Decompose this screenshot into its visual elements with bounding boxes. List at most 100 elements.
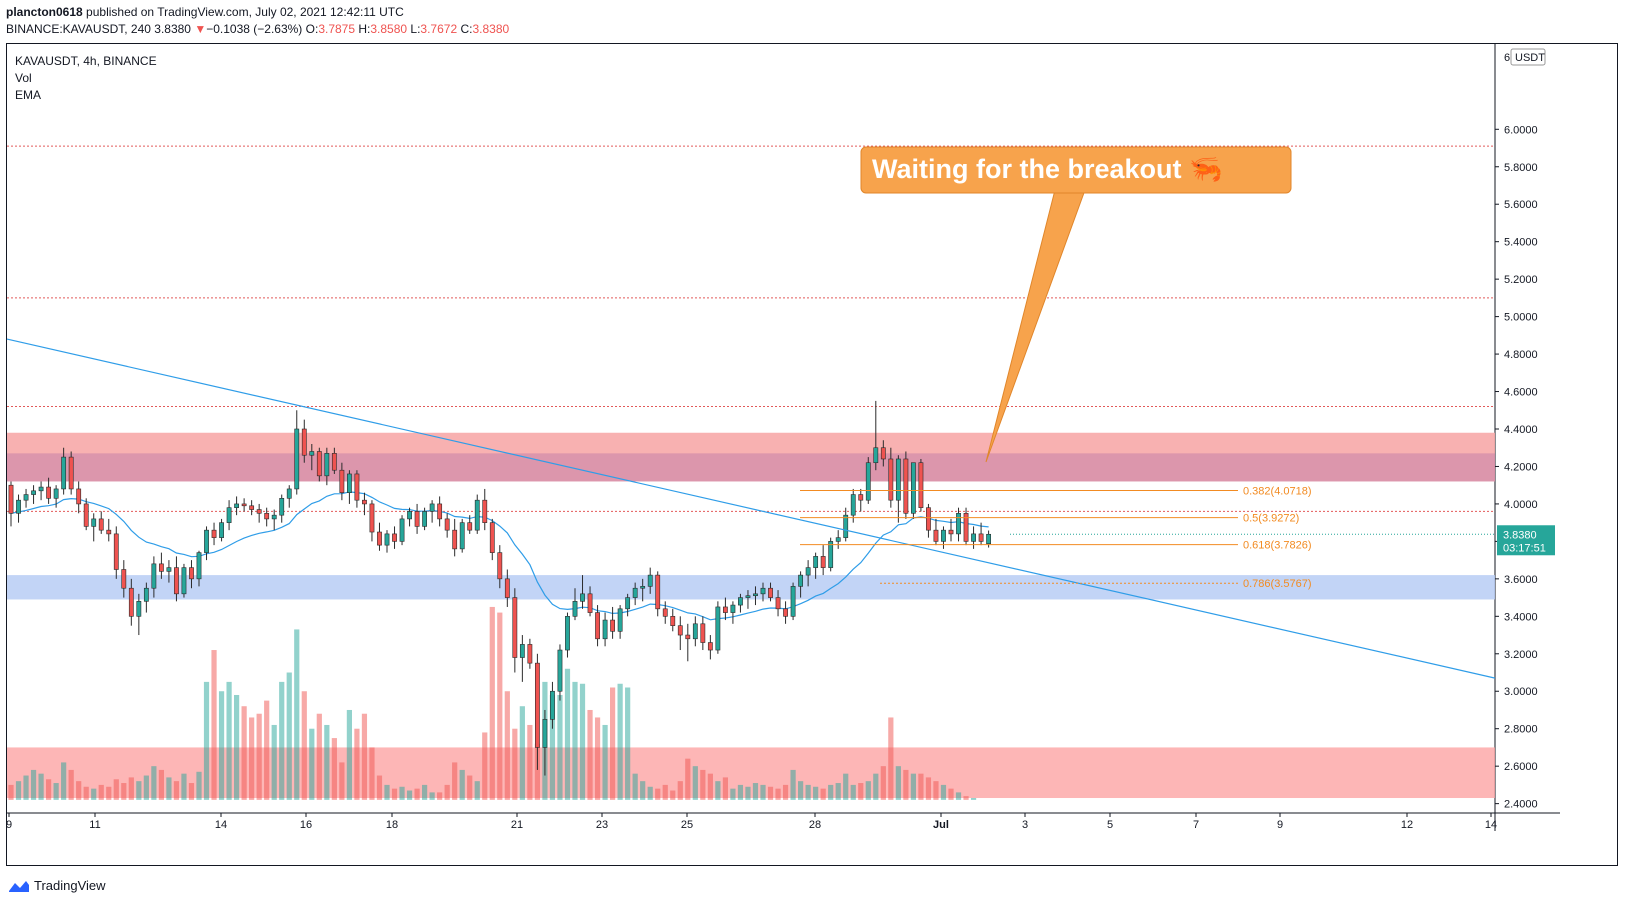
- candle: [309, 443, 315, 471]
- volume-bar: [805, 784, 811, 800]
- candle: [38, 481, 44, 501]
- volume-bar: [38, 773, 44, 800]
- volume-bar: [752, 783, 759, 800]
- volume-bar: [339, 762, 345, 800]
- volume-bar: [685, 758, 691, 800]
- candle: [452, 518, 458, 557]
- candle: [46, 477, 51, 504]
- volume-bar: [158, 769, 164, 800]
- volume-bar: [121, 783, 127, 800]
- volume-bar: [384, 784, 390, 800]
- y-tick-label: 5.0000: [1504, 312, 1538, 324]
- candle-body: [948, 529, 954, 535]
- volume-bar: [113, 779, 119, 800]
- legend-vol[interactable]: Vol: [15, 71, 32, 85]
- volume-bar: [181, 773, 187, 800]
- volume-bar: [700, 769, 706, 800]
- legend-title[interactable]: KAVAUSDT, 4h, BINANCE: [15, 54, 157, 68]
- candle-body: [873, 447, 879, 464]
- volume-bar: [459, 769, 465, 800]
- fib-level-label: 0.786(3.5767): [1243, 578, 1312, 590]
- volume-bar: [301, 691, 307, 800]
- volume-bar: [271, 724, 277, 800]
- candle-body: [46, 486, 51, 499]
- footer-brand[interactable]: TradingView: [34, 878, 106, 893]
- volume-bar: [534, 743, 540, 800]
- footer: TradingView: [8, 878, 106, 893]
- candle-body: [775, 597, 781, 610]
- candle-body: [331, 453, 337, 471]
- candle: [542, 709, 548, 776]
- candle-body: [23, 494, 29, 501]
- candle-body: [813, 556, 819, 568]
- candle-body: [745, 595, 751, 598]
- candle: [369, 500, 375, 542]
- close-label: C:: [460, 22, 473, 36]
- candle: [895, 455, 901, 523]
- candle: [23, 488, 29, 508]
- candle: [407, 507, 412, 527]
- y-tick-label: 4.2000: [1504, 461, 1538, 473]
- candle: [219, 518, 224, 542]
- candle: [497, 545, 503, 589]
- candle-body: [512, 597, 518, 658]
- candle: [858, 488, 864, 512]
- candle: [301, 419, 307, 463]
- candle-body: [8, 484, 14, 514]
- candle-body: [557, 649, 563, 692]
- candle-body: [309, 451, 315, 456]
- volume-bar: [482, 732, 488, 800]
- candle-body: [926, 507, 931, 531]
- candle: [316, 447, 322, 482]
- candle: [113, 526, 119, 579]
- y-tick-label: 3.6000: [1504, 574, 1538, 586]
- legend-ema[interactable]: EMA: [15, 88, 42, 102]
- candle: [873, 400, 879, 471]
- candle-body: [933, 529, 939, 542]
- candle: [805, 560, 811, 587]
- y-tick-label: 5.2000: [1504, 274, 1538, 286]
- volume-bar: [940, 784, 947, 800]
- candle-body: [790, 586, 796, 617]
- candle: [550, 681, 555, 729]
- publish-info: published on TradingView.com, July 02, 2…: [86, 5, 404, 19]
- annotation-text[interactable]: Waiting for the breakout 🦐: [872, 154, 1223, 184]
- candle-body: [738, 597, 743, 606]
- volume-bar: [955, 792, 962, 800]
- candle: [903, 451, 909, 519]
- candle-body: [828, 541, 834, 568]
- x-tick-label: 14: [215, 819, 227, 831]
- candle: [692, 616, 698, 647]
- candle-body: [843, 514, 849, 538]
- volume-bar: [820, 788, 826, 800]
- candle: [354, 470, 360, 508]
- candle: [414, 503, 420, 534]
- candle-body: [414, 511, 420, 527]
- candle-body: [219, 522, 224, 538]
- symbol-line: BINANCE:KAVAUSDT, 240: [6, 22, 151, 36]
- candle: [580, 575, 585, 609]
- current-price-label: 3.8380: [1503, 529, 1537, 541]
- candle-body: [128, 587, 134, 617]
- candle: [181, 563, 187, 598]
- volume-bar: [948, 788, 954, 800]
- x-tick-label: 11: [89, 819, 100, 831]
- candle-body: [467, 522, 473, 531]
- candle-body: [858, 494, 864, 501]
- volume-bar: [316, 713, 322, 800]
- volume-bar: [346, 709, 352, 800]
- candle-body: [730, 604, 736, 613]
- candle-body: [986, 533, 991, 545]
- candle-body: [91, 518, 97, 527]
- author-name[interactable]: plancton0618: [6, 5, 83, 19]
- candle-body: [550, 690, 555, 720]
- volume-bar: [294, 629, 300, 800]
- volume-bar: [444, 784, 450, 800]
- volume-bar: [98, 784, 104, 800]
- candle-body: [692, 623, 698, 640]
- candle: [865, 457, 871, 504]
- candle: [798, 571, 803, 598]
- volume-bar: [798, 781, 804, 800]
- candle: [286, 485, 292, 508]
